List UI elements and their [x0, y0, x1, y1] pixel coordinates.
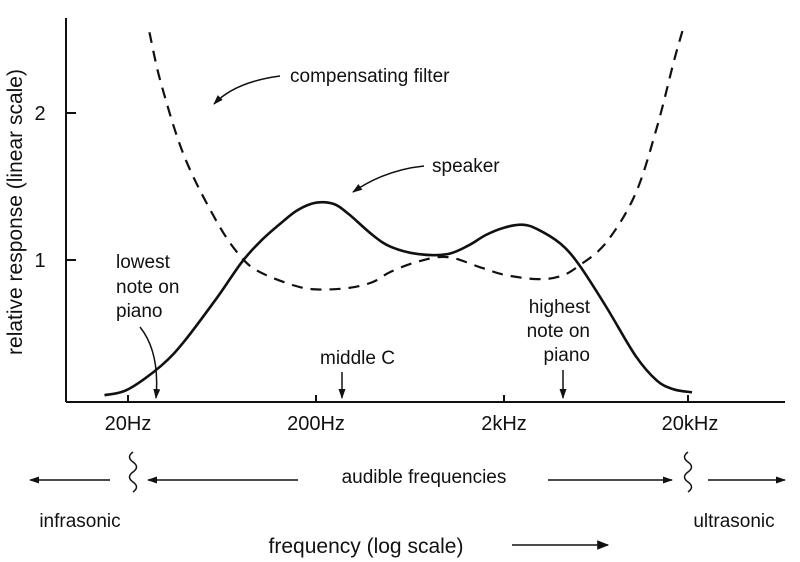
- highest-note-annotation-line-3: piano: [544, 345, 591, 366]
- y-tick-label-1: 1: [34, 250, 45, 272]
- lowest-note-annotation-line-1: lowest: [116, 252, 171, 273]
- lowest-note-annotation-line-2: note on: [116, 277, 179, 298]
- x-tick-label-20hz: 20Hz: [105, 413, 152, 435]
- boundary-squiggle-20khz: [685, 452, 692, 492]
- lowest-note-annotation-line-3: piano: [116, 301, 163, 322]
- highest-note-annotation-line-2: note on: [527, 321, 590, 342]
- ultrasonic-label: ultrasonic: [693, 511, 774, 532]
- infrasonic-label: infrasonic: [39, 511, 120, 532]
- y-axis-label: relative response (linear scale): [4, 69, 27, 355]
- boundary-squiggle-20hz: [130, 452, 137, 492]
- x-tick-label-200hz: 200Hz: [287, 413, 345, 435]
- middle-c-annotation: middle C: [320, 348, 395, 369]
- compensating-filter-annotation: compensating filter: [290, 66, 450, 87]
- x-tick-label-20khz: 20kHz: [662, 413, 719, 435]
- speaker-line: [105, 202, 693, 395]
- y-tick-label-2: 2: [34, 103, 45, 125]
- lowest-note-annotation-arrow: [140, 327, 157, 398]
- highest-note-annotation-line-1: highest: [529, 297, 591, 318]
- x-tick-label-2khz: 2kHz: [481, 413, 527, 435]
- compensating-filter-annotation-arrow: [214, 76, 280, 104]
- audible-frequencies-label: audible frequencies: [342, 467, 507, 488]
- speaker-annotation-arrow: [353, 166, 424, 192]
- speaker-annotation: speaker: [432, 156, 500, 177]
- x-axis-label: frequency (log scale): [269, 535, 464, 558]
